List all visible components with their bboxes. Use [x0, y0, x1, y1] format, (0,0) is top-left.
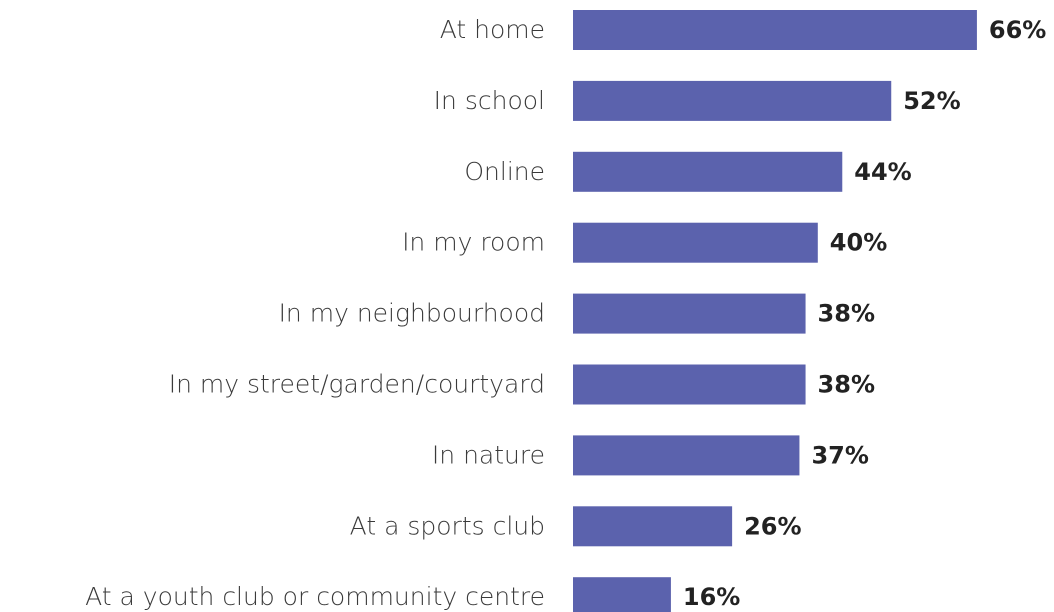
category-label: At home [440, 15, 545, 44]
category-label: Online [464, 157, 545, 186]
bar [573, 10, 977, 50]
category-label: At a sports club [350, 511, 545, 540]
bar [573, 577, 671, 612]
value-label: 52% [903, 87, 960, 115]
value-label: 38% [818, 300, 875, 328]
value-label: 44% [854, 158, 911, 186]
bar [573, 364, 806, 405]
value-label: 38% [818, 371, 875, 399]
category-label: In my room [402, 228, 545, 257]
category-label: In my street/garden/courtyard [169, 370, 545, 399]
category-label: In nature [432, 440, 545, 469]
bar [573, 80, 892, 121]
value-label: 26% [744, 512, 801, 540]
value-label: 37% [811, 441, 868, 469]
bar [573, 151, 843, 192]
value-label: 66% [989, 16, 1046, 44]
category-label: In school [434, 86, 545, 115]
category-label: In my neighbourhood [279, 299, 545, 328]
value-label: 40% [830, 229, 887, 257]
bar [573, 293, 806, 334]
bar [573, 222, 818, 263]
category-label: At a youth club or community centre [85, 582, 545, 611]
value-label: 16% [683, 583, 740, 611]
bar [573, 435, 800, 476]
bar [573, 506, 733, 547]
